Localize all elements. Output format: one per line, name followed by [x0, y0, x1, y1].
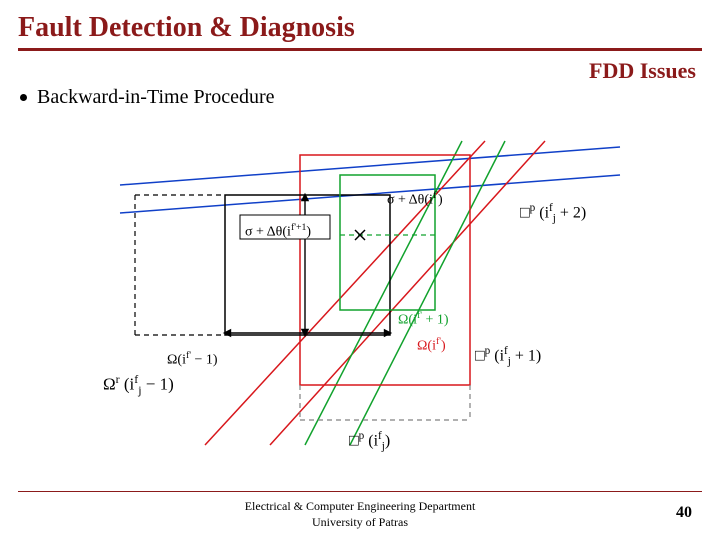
- diagram-label: Ω(if'): [417, 336, 446, 355]
- footer-rule: [18, 491, 702, 492]
- page-number: 40: [676, 504, 692, 522]
- footer-line2: University of Patras: [312, 515, 408, 529]
- footer-text: Electrical & Computer Engineering Depart…: [0, 498, 720, 530]
- diagram-label: □p (ifj + 2): [520, 202, 586, 225]
- slide-title: Fault Detection & Diagnosis: [0, 0, 720, 48]
- diagram-label: □p (ifj): [349, 430, 390, 453]
- diagram-label: σ + Δθ(if'): [387, 190, 443, 209]
- bullet-text: Backward-in-Time Procedure: [37, 86, 275, 109]
- subtitle-right: FDD Issues: [589, 58, 696, 84]
- diagram-svg: [90, 135, 630, 455]
- bullet-line: Backward-in-Time Procedure: [20, 86, 275, 109]
- diagram-label: σ + Δθ(if'+1): [245, 222, 311, 241]
- diagram: [90, 135, 630, 455]
- footer-line1: Electrical & Computer Engineering Depart…: [245, 499, 476, 513]
- diagram-label: □p (ifj + 1): [475, 345, 541, 368]
- diagram-label: Ω(if' − 1): [167, 350, 218, 369]
- bullet-dot-icon: [20, 94, 27, 101]
- diagram-label: Ω(if' + 1): [398, 310, 449, 329]
- diagram-label: Ωr (ifj − 1): [103, 372, 174, 398]
- title-underline: [18, 48, 702, 51]
